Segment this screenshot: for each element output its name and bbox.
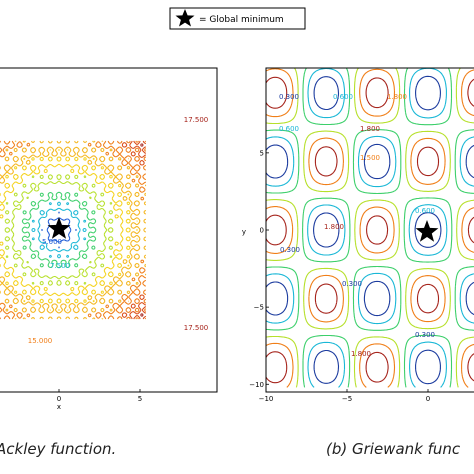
griewank-y-tick-label: 5 <box>260 149 264 157</box>
contour-line-1.2 <box>266 68 474 388</box>
contour-line-16 <box>0 140 147 320</box>
griewank-contour-label: 1.800 <box>360 125 380 133</box>
caption-griewank: (b) Griewank func <box>326 440 461 458</box>
griewank-axes-frame <box>265 67 474 393</box>
griewank-contour-label: 0.600 <box>279 125 299 133</box>
griewank-contour-label: 1.800 <box>351 350 371 358</box>
griewank-global-minimum-star-icon <box>415 220 439 242</box>
contour-line-19.3 <box>140 143 144 317</box>
ackley-contours <box>0 140 147 320</box>
ackley-global-minimum-star-icon <box>47 217 71 239</box>
griewank-panel: 0.300 0.600 1.800 0.600 1.800 1.500 1.800 0.300… <box>242 67 474 403</box>
griewank-y-axis-label: y <box>242 228 246 236</box>
contour-line-0.6 <box>266 68 474 388</box>
griewank-x-tick-label: 0 <box>426 395 430 403</box>
griewank-x-tick-label: −5 <box>342 395 352 403</box>
griewank-contours <box>266 68 474 388</box>
contour-line-7.5 <box>31 201 87 259</box>
griewank-y-tick-label: −5 <box>254 304 264 312</box>
griewank-contour-label: 0.300 <box>279 93 299 101</box>
contour-line-0.9 <box>266 68 474 388</box>
griewank-x-tick-label: −10 <box>259 395 274 403</box>
ackley-contour-label: 5.000 <box>42 238 62 246</box>
caption-ackley: Ackley function. <box>0 440 117 458</box>
contour-line-1.8 <box>266 76 474 384</box>
ackley-contour-label: 17.500 <box>184 116 209 124</box>
contour-line-18.5 <box>121 140 147 320</box>
legend-label: = Global minimum <box>199 15 284 25</box>
legend-box <box>169 7 306 30</box>
contour-line-5 <box>40 211 78 249</box>
legend: = Global minimum <box>169 7 306 30</box>
ackley-contour-labels: 5.000 7.500 15.000 17.500 17.500 <box>28 116 209 345</box>
contour-line-14.5 <box>0 149 138 311</box>
contour-line-0.3 <box>266 75 474 385</box>
griewank-contour-label: 0.300 <box>280 246 300 254</box>
contour-line-1.5 <box>266 68 474 388</box>
ackley-x-tick-label: 5 <box>138 395 142 403</box>
griewank-contour-label: 0.300 <box>342 280 362 288</box>
griewank-contour-labels: 0.300 0.600 1.800 0.600 1.800 1.500 1.800 0.300… <box>279 93 435 358</box>
contour-line-10 <box>21 191 97 269</box>
griewank-contour-label: 0.600 <box>415 207 435 215</box>
griewank-ticks: −10 −5 0 5 0 −5 −10 <box>249 149 430 403</box>
griewank-contour-label: 0.600 <box>333 93 353 101</box>
ackley-axes-frame <box>0 67 218 393</box>
griewank-contour-label: 0.300 <box>415 331 435 339</box>
ackley-contour-label: 15.000 <box>28 337 53 345</box>
griewank-contour-label: 1.800 <box>387 93 407 101</box>
contour-line-12.5 <box>4 174 114 286</box>
legend-star-icon <box>175 9 195 27</box>
griewank-y-tick-label: 0 <box>260 227 264 235</box>
ackley-x-axis-label: x <box>57 403 61 411</box>
ackley-x-tick-label: 0 <box>57 395 61 403</box>
contour-line-17.5 <box>0 140 147 320</box>
ackley-contour-label: 7.500 <box>50 262 70 270</box>
griewank-contour-label: 1.800 <box>324 223 344 231</box>
griewank-contour-label: 1.500 <box>360 154 380 162</box>
ackley-contour-label: 17.500 <box>184 324 209 332</box>
griewank-y-tick-label: −10 <box>249 381 264 389</box>
